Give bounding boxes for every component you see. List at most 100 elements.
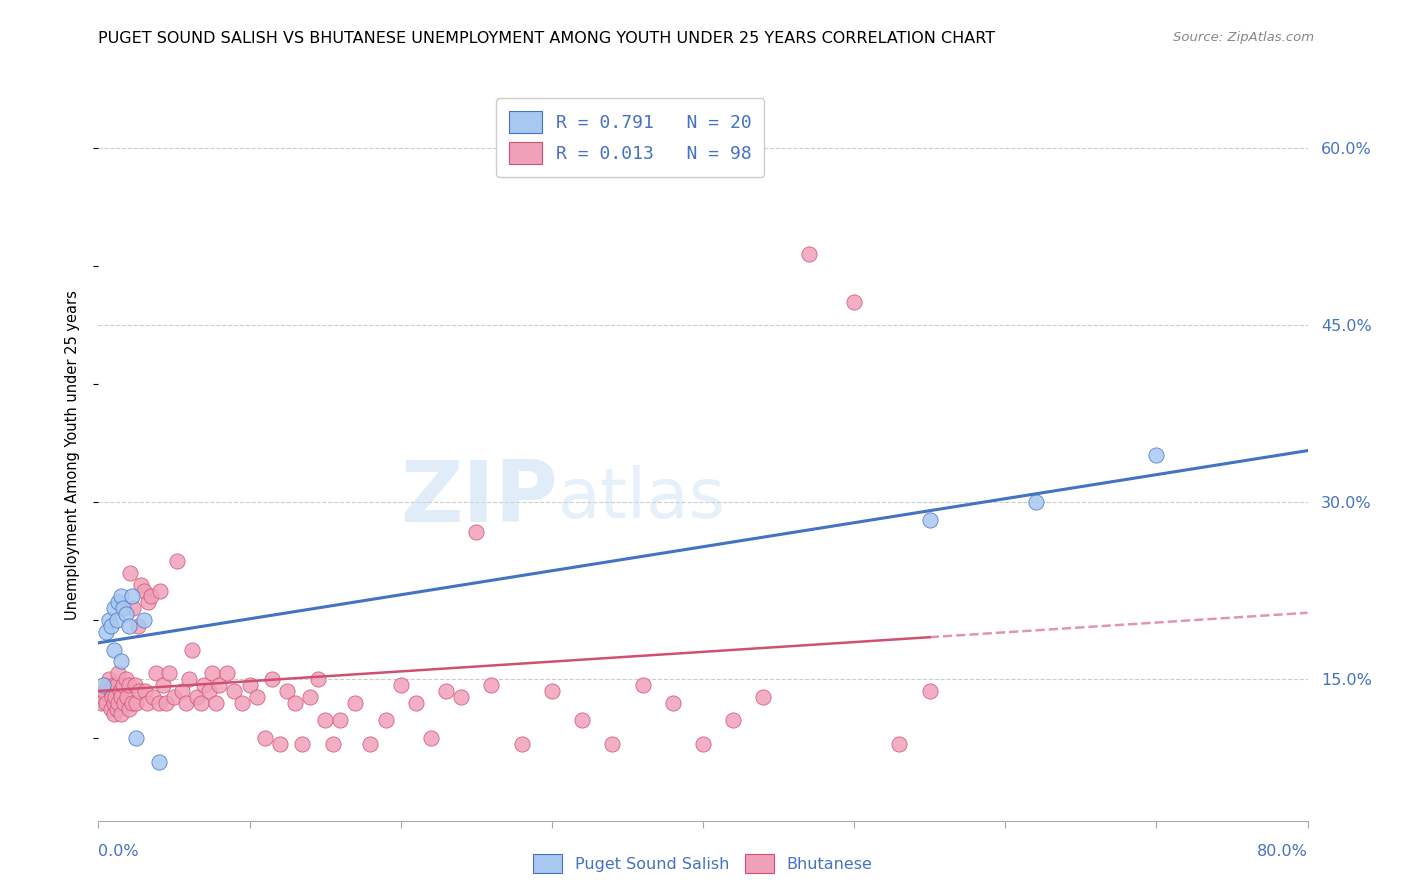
Point xyxy=(148,696,170,710)
Text: Source: ZipAtlas.com: Source: ZipAtlas.com xyxy=(1174,31,1315,45)
Point xyxy=(115,690,138,704)
Point xyxy=(121,590,143,604)
Point xyxy=(132,583,155,598)
Point xyxy=(103,601,125,615)
Point xyxy=(120,566,142,580)
Point xyxy=(91,690,114,704)
Point xyxy=(110,590,132,604)
Point xyxy=(118,701,141,715)
Point xyxy=(110,690,132,704)
Point xyxy=(344,696,367,710)
Point xyxy=(797,247,820,261)
Point xyxy=(269,737,291,751)
Point xyxy=(602,737,624,751)
Legend: Puget Sound Salish, Bhutanese: Puget Sound Salish, Bhutanese xyxy=(527,847,879,880)
Point xyxy=(149,583,172,598)
Point xyxy=(111,601,134,615)
Text: 80.0%: 80.0% xyxy=(1257,845,1308,859)
Point xyxy=(752,690,775,704)
Point xyxy=(450,690,472,704)
Point xyxy=(239,678,262,692)
Point xyxy=(155,696,177,710)
Point xyxy=(103,678,125,692)
Point xyxy=(90,696,112,710)
Point xyxy=(844,294,866,309)
Text: ZIP: ZIP xyxy=(401,458,558,541)
Point xyxy=(107,696,129,710)
Point xyxy=(329,714,352,728)
Point xyxy=(186,690,208,704)
Point xyxy=(723,714,745,728)
Point xyxy=(253,731,276,745)
Point xyxy=(1024,495,1046,509)
Point xyxy=(107,595,129,609)
Point xyxy=(110,654,132,668)
Point xyxy=(918,684,941,698)
Point xyxy=(128,684,150,698)
Point xyxy=(174,696,197,710)
Point xyxy=(190,696,212,710)
Point xyxy=(322,737,344,751)
Point xyxy=(96,678,118,692)
Point xyxy=(197,684,219,698)
Point xyxy=(540,684,562,698)
Point xyxy=(98,672,121,686)
Point xyxy=(170,684,193,698)
Point xyxy=(420,731,443,745)
Point xyxy=(262,672,284,686)
Point xyxy=(114,607,136,622)
Point xyxy=(105,701,128,715)
Point xyxy=(231,696,253,710)
Point xyxy=(125,731,148,745)
Point xyxy=(121,696,143,710)
Point xyxy=(107,666,129,681)
Point xyxy=(374,714,396,728)
Point xyxy=(889,737,911,751)
Point xyxy=(98,613,121,627)
Point xyxy=(571,714,593,728)
Point xyxy=(94,696,117,710)
Point xyxy=(299,690,322,704)
Point xyxy=(179,672,201,686)
Point xyxy=(103,707,125,722)
Point xyxy=(93,684,115,698)
Point xyxy=(142,690,165,704)
Point xyxy=(201,666,224,681)
Point xyxy=(152,678,174,692)
Point xyxy=(100,619,122,633)
Point xyxy=(193,678,215,692)
Point xyxy=(148,755,170,769)
Point xyxy=(1144,448,1167,462)
Point xyxy=(132,613,155,627)
Point xyxy=(360,737,382,751)
Point xyxy=(662,696,685,710)
Point xyxy=(100,684,122,698)
Point xyxy=(103,696,125,710)
Point xyxy=(246,690,269,704)
Text: 0.0%: 0.0% xyxy=(98,845,139,859)
Text: atlas: atlas xyxy=(558,466,725,533)
Point xyxy=(141,590,163,604)
Point xyxy=(434,684,457,698)
Point xyxy=(631,678,654,692)
Point xyxy=(134,684,156,698)
Point xyxy=(291,737,314,751)
Point xyxy=(208,678,231,692)
Point xyxy=(125,696,148,710)
Point xyxy=(276,684,298,698)
Point xyxy=(124,678,146,692)
Point xyxy=(405,696,427,710)
Point xyxy=(205,696,228,710)
Point xyxy=(111,678,134,692)
Point xyxy=(94,624,117,639)
Point xyxy=(465,524,488,539)
Point xyxy=(118,619,141,633)
Point xyxy=(114,672,136,686)
Point xyxy=(122,601,145,615)
Point xyxy=(307,672,329,686)
Point xyxy=(104,690,127,704)
Point xyxy=(166,554,188,568)
Point xyxy=(103,642,125,657)
Point xyxy=(112,696,135,710)
Point xyxy=(163,690,186,704)
